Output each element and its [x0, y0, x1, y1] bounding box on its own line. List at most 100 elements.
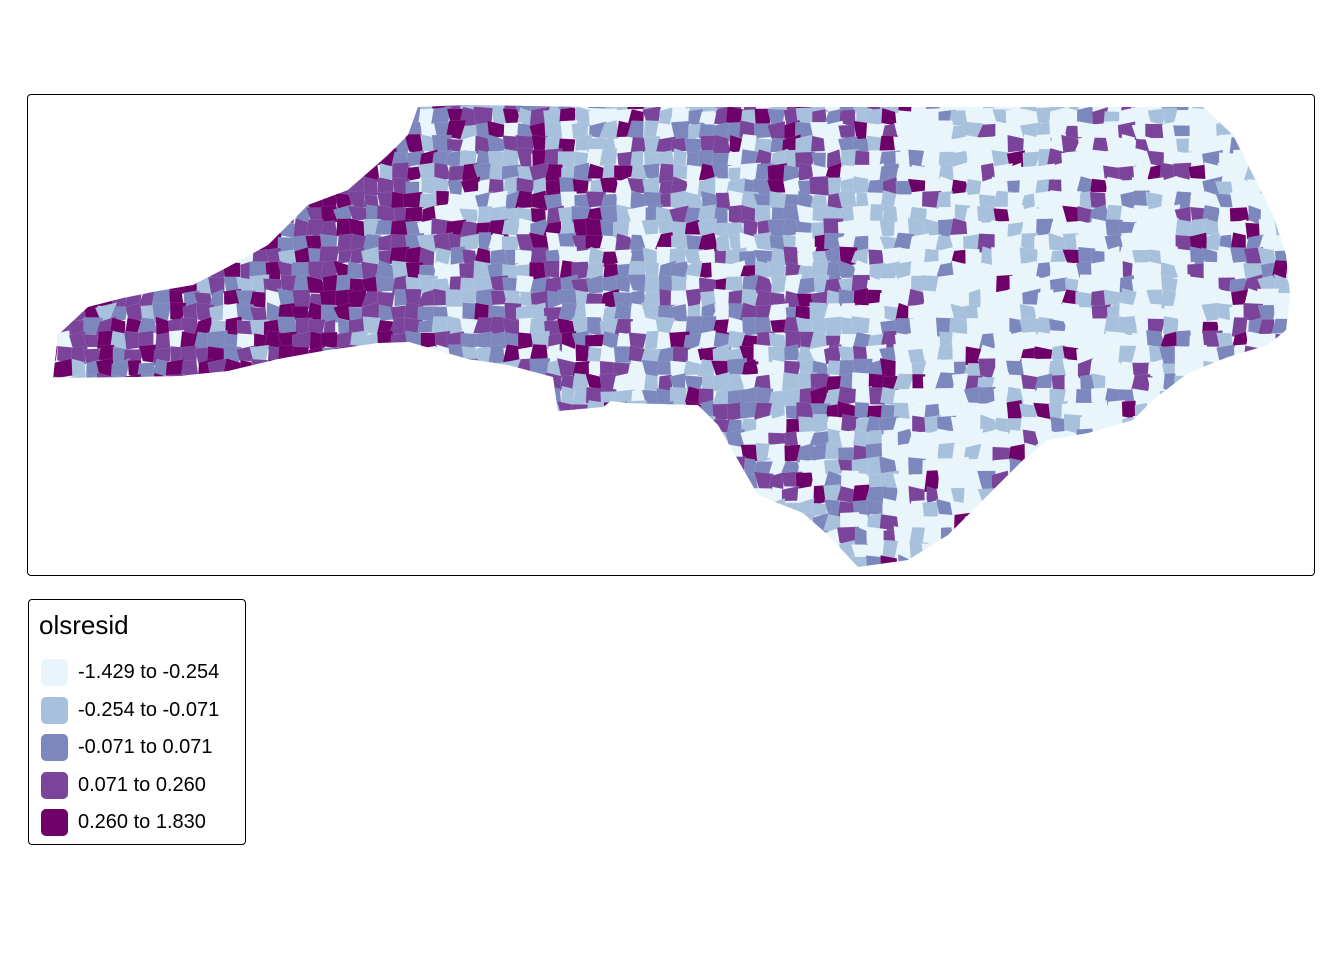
- tract-polygon: [235, 511, 256, 533]
- tract-polygon: [1257, 414, 1280, 437]
- legend-swatch: [41, 659, 68, 687]
- tract-polygon: [769, 292, 786, 305]
- tract-polygon: [225, 514, 244, 533]
- tract-polygon: [55, 218, 73, 237]
- tract-polygon: [587, 526, 603, 546]
- tract-polygon: [515, 526, 538, 546]
- tract-polygon: [908, 457, 926, 477]
- tract-polygon: [124, 573, 143, 576]
- tract-polygon: [193, 105, 211, 113]
- tract-polygon: [337, 358, 353, 380]
- tract-polygon: [418, 427, 437, 450]
- tract-polygon: [305, 472, 328, 492]
- tract-polygon: [181, 554, 200, 567]
- tract-polygon: [222, 120, 239, 139]
- tract-polygon: [503, 512, 520, 534]
- tract-polygon: [86, 176, 102, 197]
- tract-polygon: [434, 401, 450, 418]
- tract-polygon: [349, 570, 366, 576]
- tract-polygon: [600, 415, 617, 436]
- tract-polygon: [53, 302, 61, 323]
- tract-polygon: [95, 205, 113, 223]
- tract-polygon: [1289, 108, 1290, 126]
- tract-polygon: [319, 514, 338, 534]
- tract-polygon: [333, 555, 354, 567]
- tract-polygon: [208, 177, 230, 197]
- tract-polygon: [1203, 402, 1221, 420]
- tract-polygon: [236, 387, 252, 407]
- tract-polygon: [179, 484, 200, 506]
- tract-polygon: [1203, 105, 1221, 113]
- tract-polygon: [123, 134, 145, 156]
- tract-polygon: [108, 106, 131, 128]
- tract-polygon: [561, 343, 578, 365]
- tract-polygon: [125, 389, 142, 404]
- tract-polygon: [153, 527, 170, 546]
- tract-polygon: [151, 220, 172, 240]
- tract-polygon: [28, 262, 45, 279]
- tract-polygon: [182, 471, 201, 491]
- tract-polygon: [1217, 403, 1235, 419]
- tract-polygon: [225, 485, 242, 505]
- tract-polygon: [1036, 443, 1054, 463]
- tract-polygon: [139, 555, 158, 567]
- tract-polygon: [573, 414, 589, 432]
- tract-polygon: [1103, 456, 1123, 477]
- tract-polygon: [1244, 542, 1262, 562]
- tract-polygon: [1244, 472, 1264, 487]
- tract-polygon: [557, 473, 574, 492]
- tract-polygon: [28, 515, 43, 531]
- tract-polygon: [364, 332, 380, 351]
- tract-polygon: [1244, 105, 1264, 113]
- tract-polygon: [477, 444, 495, 461]
- tract-polygon: [1257, 556, 1279, 567]
- tract-polygon: [1230, 483, 1250, 503]
- tract-polygon: [388, 359, 408, 379]
- tract-polygon: [266, 121, 284, 142]
- tract-polygon: [476, 569, 494, 576]
- tract-polygon: [981, 501, 999, 519]
- tract-polygon: [475, 529, 490, 546]
- tract-polygon: [1022, 151, 1042, 169]
- tract-polygon: [1035, 513, 1055, 531]
- tract-polygon: [1021, 570, 1040, 576]
- tract-polygon: [71, 121, 87, 142]
- tract-polygon: [85, 390, 99, 406]
- tract-polygon: [531, 483, 549, 505]
- tract-polygon: [655, 484, 676, 506]
- tract-polygon: [459, 377, 478, 393]
- tract-polygon: [1065, 486, 1083, 503]
- tract-polygon: [1076, 569, 1095, 576]
- tract-polygon: [967, 167, 986, 182]
- tract-polygon: [95, 568, 114, 576]
- tract-polygon: [669, 512, 690, 531]
- tract-polygon: [643, 541, 662, 562]
- tract-polygon: [602, 275, 620, 293]
- tract-polygon: [1192, 514, 1205, 532]
- tract-polygon: [1061, 514, 1079, 533]
- tract-polygon: [253, 431, 271, 449]
- tract-polygon: [700, 527, 718, 547]
- tract-polygon: [1219, 498, 1235, 517]
- tract-polygon: [531, 499, 551, 520]
- tract-polygon: [182, 387, 200, 407]
- tract-polygon: [195, 443, 210, 462]
- tract-polygon: [1173, 573, 1194, 576]
- tract-polygon: [1272, 120, 1289, 142]
- tract-polygon: [292, 148, 312, 169]
- tract-polygon: [697, 557, 719, 567]
- tract-polygon: [1062, 497, 1082, 520]
- tract-polygon: [1035, 499, 1055, 519]
- tract-polygon: [1090, 456, 1111, 475]
- tract-polygon: [518, 516, 537, 531]
- tract-polygon: [53, 234, 61, 254]
- tract-polygon: [868, 301, 887, 320]
- tract-polygon: [1215, 553, 1237, 567]
- tract-polygon: [378, 358, 397, 378]
- tract-polygon: [53, 105, 73, 114]
- tract-polygon: [1188, 431, 1208, 449]
- tract-polygon: [416, 540, 439, 562]
- tract-polygon: [236, 105, 257, 113]
- tract-polygon: [515, 442, 538, 462]
- tract-polygon: [993, 288, 1014, 309]
